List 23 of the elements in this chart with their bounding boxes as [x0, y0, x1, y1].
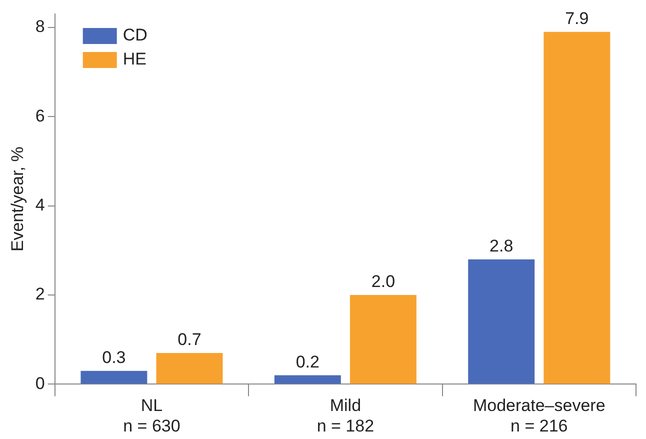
bar — [156, 352, 223, 384]
x-tick-label: Moderate–severe n = 216 — [472, 396, 606, 436]
y-tick-label: 4 — [35, 195, 45, 214]
data-label: 0.2 — [296, 352, 320, 372]
bar — [274, 375, 341, 384]
data-label: 2.0 — [371, 272, 396, 292]
y-tick-label: 8 — [35, 17, 45, 36]
y-tick-label: 2 — [35, 284, 45, 304]
y-tick-label: 6 — [35, 106, 45, 126]
legend-label: CD — [122, 26, 148, 45]
bar — [350, 294, 416, 384]
y-tick-label: 0 — [35, 374, 45, 393]
bar — [80, 370, 148, 384]
x-tick-label: Mild n = 182 — [316, 396, 374, 436]
data-label: 0.7 — [178, 330, 202, 350]
legend-label: HE — [122, 50, 146, 69]
x-tick-label: NL n = 630 — [123, 396, 180, 436]
y-axis-title: Event/year, % — [8, 146, 27, 252]
data-label: 2.8 — [490, 236, 514, 256]
data-label: 7.9 — [565, 9, 589, 28]
bar — [544, 32, 610, 384]
bar — [468, 259, 535, 384]
data-label: 0.3 — [102, 348, 126, 368]
